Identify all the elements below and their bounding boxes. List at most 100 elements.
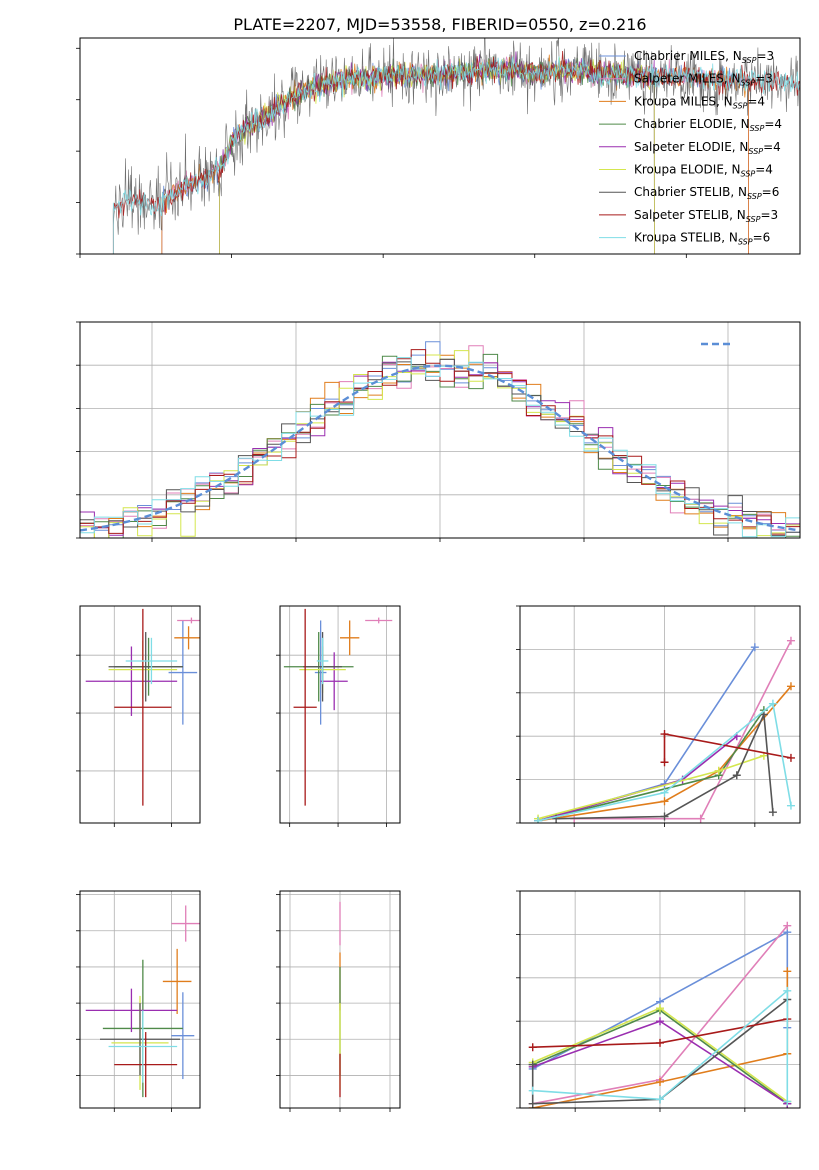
- series-marker-salpeter_miles: [786, 636, 795, 645]
- series-marker-kroupa_stelib: [783, 1097, 792, 1106]
- errorbar-chabrier_miles: [168, 620, 198, 725]
- errorbar-kroupa_miles: [340, 620, 360, 656]
- legend-label-kroupa_miles: Kroupa MILES, NSSP=4: [634, 94, 765, 110]
- age_vs_mass-frame: [279, 605, 401, 824]
- errorbar-salpeter_stelib: [114, 608, 172, 806]
- errorbar-salpeter_miles: [177, 617, 200, 624]
- series-marker-kroupa_stelib: [534, 816, 543, 823]
- series-marker-chabrier_stelib: [528, 1060, 537, 1069]
- errorbar-chabrier_stelib: [100, 1003, 180, 1076]
- legend-label-sub: SSP: [733, 101, 748, 110]
- series-marker-kroupa_stelib: [783, 986, 792, 995]
- series-marker-kroupa_stelib: [656, 1095, 664, 1104]
- legend-label-sub: SSP: [741, 79, 756, 88]
- legend-label-text: Chabrier STELIB, N: [634, 185, 747, 199]
- series-line-chabrier_stelib: [531, 998, 788, 1105]
- errorbar-salpeter_stelib: [114, 1032, 178, 1098]
- legend-label-sub: SSP: [748, 147, 763, 156]
- age_vs_Z-frame: [79, 605, 201, 824]
- mass_vs_ebv-axes: [276, 891, 400, 1112]
- series-line-kroupa_stelib: [537, 702, 792, 822]
- legend-label-suffix: =4: [747, 94, 765, 108]
- legend-label-suffix: =6: [753, 231, 771, 245]
- legend-label-suffix: =4: [755, 163, 773, 177]
- series-line-kroupa_miles: [537, 685, 792, 822]
- legend-label-chabrier_elodie: Chabrier ELODIE, NSSP=4: [634, 117, 782, 133]
- legend-label-text: Salpeter STELIB, N: [634, 208, 746, 222]
- series-marker-chabrier_stelib: [528, 1099, 537, 1108]
- gaussian-curve: [80, 364, 800, 532]
- legend-label-sub: SSP: [738, 238, 753, 247]
- legend-label-kroupa_stelib: Kroupa STELIB, NSSP=6: [634, 231, 770, 247]
- errorbar-salpeter_miles: [171, 905, 200, 942]
- age_vs_Z-axes: [76, 606, 200, 827]
- legend-label-suffix: =3: [756, 49, 774, 63]
- legend-label-suffix: =6: [762, 185, 780, 199]
- legend-label-text: Salpeter ELODIE, N: [634, 140, 748, 154]
- legend-label-sub: SSP: [741, 170, 756, 179]
- spectrum-plot-area: [112, 38, 800, 254]
- legend-label-text: Salpeter MILES, N: [634, 72, 741, 86]
- legend-label-text: Kroupa ELODIE, N: [634, 163, 741, 177]
- massweight_vs_Z-plot-area: [528, 921, 792, 1108]
- series-marker-kroupa_miles: [786, 682, 795, 691]
- legend-label-sub: SSP: [750, 124, 765, 133]
- errorbar-kroupa_stelib: [125, 637, 178, 685]
- errorbar-salpeter_miles: [365, 617, 393, 624]
- series-marker-chabrier_stelib: [768, 808, 777, 817]
- series-marker-salpeter_elodie: [656, 1017, 664, 1026]
- series-line-chabrier_elodie: [537, 709, 765, 822]
- series-marker-kroupa_stelib: [786, 801, 795, 810]
- series-marker-salpeter_stelib: [660, 730, 669, 739]
- massweight_vs_age-plot-area: [534, 636, 795, 823]
- spectrum-line-chabrier_miles: [161, 58, 749, 254]
- legend-label-sub: SSP: [746, 215, 761, 224]
- series-marker-chabrier_stelib: [660, 812, 669, 821]
- age_vs_Z-plot-area: [85, 608, 200, 806]
- series-marker-salpeter_stelib: [660, 758, 669, 767]
- errorbar-salpeter_elodie: [85, 988, 178, 1033]
- errorbar-kroupa_stelib: [108, 1010, 178, 1083]
- legend-label-salpeter_miles: Salpeter MILES, NSSP=3: [634, 72, 773, 88]
- legend-label-suffix: =3: [755, 72, 773, 86]
- legend-label-salpeter_elodie: Salpeter ELODIE, NSSP=4: [634, 140, 781, 156]
- mass_vs_Z-plot-area: [85, 905, 200, 1098]
- legend-label-suffix: =4: [764, 117, 782, 131]
- legend-label-chabrier_stelib: Chabrier STELIB, NSSP=6: [634, 185, 779, 201]
- series-marker-salpeter_miles: [783, 921, 792, 930]
- figure-title: PLATE=2207, MJD=53558, FIBERID=0550, z=0…: [233, 15, 646, 34]
- mass_vs_ebv-plot-area: [339, 901, 341, 1098]
- series-line-chabrier_miles: [537, 646, 756, 822]
- series-marker-chabrier_stelib: [732, 771, 741, 780]
- legend-label-kroupa_elodie: Kroupa ELODIE, NSSP=4: [634, 163, 773, 179]
- series-marker-kroupa_elodie: [656, 1004, 664, 1013]
- legend-label-text: Kroupa STELIB, N: [634, 231, 738, 245]
- residuals-plot-area: [80, 341, 800, 538]
- series-marker-kroupa_stelib: [660, 788, 669, 797]
- histogram-kroupa_elodie: [80, 350, 800, 538]
- errorbar-chabrier_miles: [171, 992, 195, 1080]
- series-marker-kroupa_elodie: [714, 766, 723, 775]
- legend-label-chabrier_miles: Chabrier MILES, NSSP=3: [634, 49, 774, 65]
- series-marker-salpeter_miles: [696, 814, 705, 823]
- legend-label-text: Chabrier MILES, N: [634, 49, 742, 63]
- age_vs_mass-plot-area: [283, 608, 393, 806]
- spectrum-axes: [76, 47, 687, 258]
- legend-label-suffix: =3: [760, 208, 778, 222]
- series-marker-salpeter_stelib: [528, 1043, 537, 1052]
- legend-label-suffix: =4: [763, 140, 781, 154]
- series-marker-kroupa_stelib: [528, 1086, 537, 1095]
- errorbar-kroupa_miles: [162, 948, 192, 1014]
- age_vs_mass-axes: [276, 606, 400, 827]
- residuals-frame: [79, 321, 801, 539]
- legend-label-sub: SSP: [747, 192, 762, 201]
- massweight_vs_Z-frame: [519, 890, 801, 1109]
- legend-label-salpeter_stelib: Salpeter STELIB, NSSP=3: [634, 208, 778, 224]
- series-line-kroupa_stelib: [532, 989, 789, 1102]
- errorbar-kroupa_stelib: [316, 637, 329, 685]
- series-marker-kroupa_stelib: [768, 699, 777, 708]
- massweight_vs_age-frame: [519, 605, 801, 824]
- spectrum-line-kroupa_stelib: [112, 56, 800, 254]
